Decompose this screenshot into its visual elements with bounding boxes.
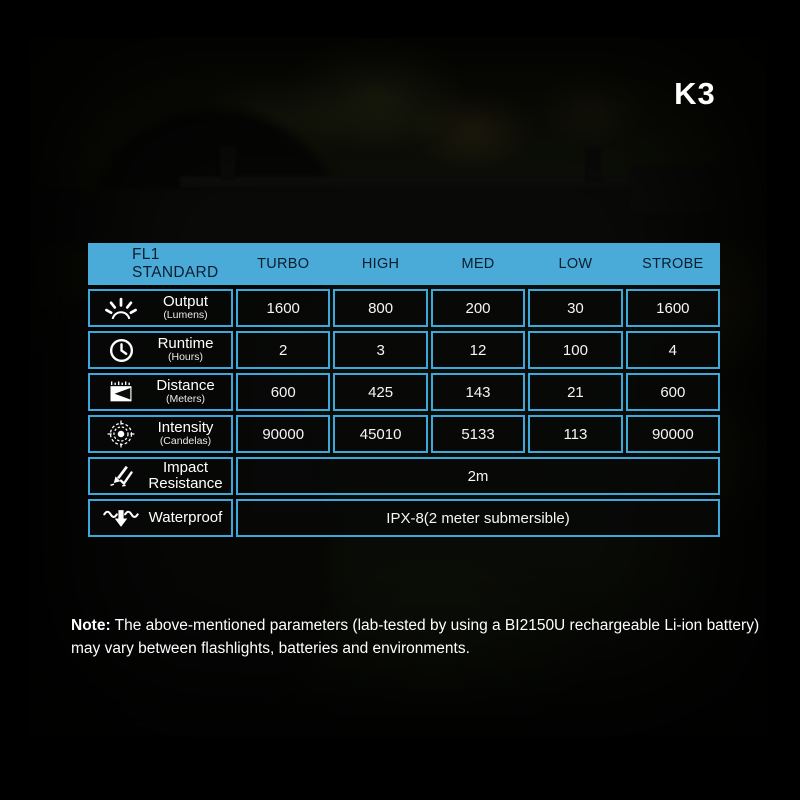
row-name: Output [162,293,209,311]
row-name: Intensity [157,419,214,437]
cell-intensity-turbo: 90000 [236,415,331,453]
note-line1: The above-mentioned parameters (lab-test… [110,617,760,634]
row-label-text: Output (Lumens) [144,294,231,322]
rifle-front-sight [220,146,236,180]
cell-output-high: 800 [333,289,428,327]
table-row-runtime: Runtime (Hours) 2 3 12 100 4 [88,331,721,369]
row-label-intensity: Intensity (Candelas) [88,415,233,453]
note-text: Note: The above-mentioned parameters (la… [71,614,771,661]
cell-intensity-low: 113 [528,415,623,453]
row-label-output: Output (Lumens) [88,289,233,327]
cell-runtime-strobe: 4 [625,331,721,369]
sun-icon [98,296,144,321]
cell-distance-low: 21 [528,373,623,411]
row-unit: (Candelas) [159,435,212,448]
cell-output-turbo: 1600 [236,289,331,327]
header-turbo: TURBO [257,256,310,272]
rifle-rear-sight [585,148,601,182]
impact-icon [98,462,144,490]
cell-intensity-med: 5133 [430,415,526,453]
row-label-text: Runtime (Hours) [144,336,231,364]
row-label-impact-resistance: Impact Resistance [88,457,233,495]
row-name: Impact Resistance [148,458,223,492]
table-header: FL1 STANDARD TURBO HIGH MED LOW STROBE [88,243,720,285]
row-label-text: Distance (Meters) [144,378,231,406]
spec-table: FL1 STANDARD TURBO HIGH MED LOW STROBE [88,243,721,537]
row-label-runtime: Runtime (Hours) [88,331,233,369]
header-med: MED [461,256,495,272]
row-label-distance: Distance (Meters) [88,373,233,411]
header-strobe: STROBE [642,256,704,272]
header-high: HIGH [361,256,400,272]
rifle-rail-silhouette [180,176,660,188]
cell-intensity-high: 45010 [333,415,428,453]
row-label-text: Impact Resistance [144,458,231,492]
cell-distance-high: 425 [333,373,428,411]
table-row-distance: Distance (Meters) 600 425 143 21 600 [88,373,721,411]
header-fl1-standard: FL1 STANDARD [132,246,219,281]
row-name: Runtime [157,335,214,353]
row-label-text: Intensity (Candelas) [144,420,231,448]
cell-runtime-med: 12 [430,331,526,369]
cell-waterproof-value: IPX-8(2 meter submersible) [236,499,720,537]
note-prefix: Note: [71,617,111,634]
rifle-silhouette [30,188,720,246]
beam-icon [98,378,144,406]
cell-runtime-turbo: 2 [236,331,331,369]
clock-icon [98,337,144,364]
table-row-impact-resistance: Impact Resistance 2m [88,457,720,495]
note-line2: may vary between flashlights, batteries … [71,640,470,658]
header-low: LOW [558,256,593,272]
cell-impact-resistance-value: 2m [236,457,720,495]
table-row-intensity: Intensity (Candelas) 90000 45010 5133 11… [88,415,721,453]
cell-distance-med: 143 [430,373,526,411]
table-row-output: Output (Lumens) 1600 800 200 30 1600 [88,289,721,327]
target-icon [98,420,144,448]
cell-runtime-high: 3 [333,331,428,369]
cell-distance-strobe: 600 [625,373,721,411]
cell-intensity-strobe: 90000 [625,415,721,453]
row-label-text: Waterproof [144,508,231,526]
row-unit: (Lumens) [163,309,208,322]
cell-output-strobe: 1600 [625,289,721,327]
cell-output-low: 30 [528,289,623,327]
rifle-scope [630,166,720,214]
row-label-waterproof: Waterproof [88,499,233,537]
product-title: K3 [674,76,716,111]
row-unit: (Meters) [165,393,206,406]
row-name: Distance [156,377,215,395]
cell-distance-turbo: 600 [236,373,331,411]
cell-output-med: 200 [430,289,526,327]
row-name: Waterproof [148,508,223,526]
table-row-waterproof: Waterproof IPX-8(2 meter submersible) [88,499,720,537]
cell-runtime-low: 100 [528,331,623,369]
row-unit: (Hours) [167,351,203,364]
waterproof-icon [98,506,144,531]
